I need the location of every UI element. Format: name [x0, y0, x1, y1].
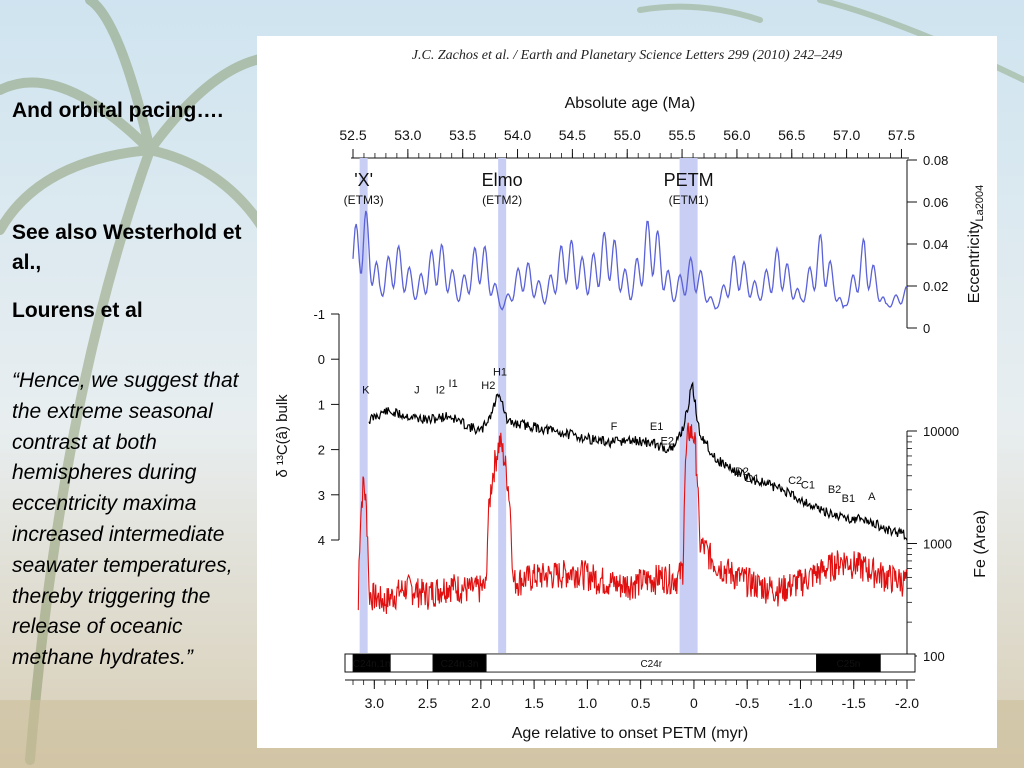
- peak-label: I1: [449, 378, 458, 390]
- peak-label: I2: [436, 385, 445, 397]
- event-label: Elmo: [482, 170, 523, 190]
- top-axis-tick-label: 54.0: [504, 127, 531, 143]
- d13c-tick-label: 4: [318, 533, 325, 548]
- peak-label: B2: [828, 484, 841, 496]
- peak-label: E1: [650, 421, 663, 433]
- top-axis-tick-label: 56.0: [723, 127, 750, 143]
- chron-label: C24n.1n: [353, 659, 391, 670]
- eccentricity-tick-label: 0.02: [923, 279, 948, 294]
- eccentricity-axis-label-sub: La2004: [974, 185, 986, 222]
- chron-label: C25n: [836, 659, 860, 670]
- peak-label: H2: [481, 380, 495, 392]
- event-label: 'X': [354, 170, 373, 190]
- top-axis-tick-label: 53.5: [449, 127, 476, 143]
- top-axis-tick-label: 55.0: [614, 127, 641, 143]
- bottom-axis-tick-label: 1.5: [524, 695, 544, 711]
- top-axis-tick-label: 57.0: [833, 127, 860, 143]
- series-eccentricity: [352, 210, 908, 311]
- peak-label: F: [611, 421, 618, 433]
- peak-label: C2: [788, 475, 802, 487]
- slide-heading: And orbital pacing….: [12, 99, 224, 122]
- series-d13c: [368, 381, 908, 541]
- event-sublabel: (ETM3): [344, 193, 384, 207]
- peak-label: D2: [735, 466, 749, 478]
- fe-tick-label: 100: [923, 649, 945, 664]
- eccentricity-tick-label: 0.04: [923, 237, 948, 252]
- chron-segment: [816, 653, 881, 673]
- event-sublabel: (ETM2): [482, 193, 522, 207]
- peak-label: K: [362, 385, 370, 397]
- top-axis-tick-label: 55.5: [668, 127, 695, 143]
- top-axis-tick-label: 54.5: [559, 127, 586, 143]
- event-sublabel: (ETM1): [669, 193, 709, 207]
- bottom-axis-tick-label: 0.5: [631, 695, 651, 711]
- fe-tick-label: 1000: [923, 537, 952, 552]
- peak-label: D1: [745, 473, 759, 485]
- d13c-tick-label: -1: [313, 307, 325, 322]
- figure-citation: J.C. Zachos et al. / Earth and Planetary…: [411, 48, 843, 63]
- eccentricity-tick-label: 0.08: [923, 153, 948, 168]
- bottom-axis-tick-label: 2.5: [418, 695, 438, 711]
- bottom-axis-tick-label: -1.5: [842, 695, 866, 711]
- bottom-axis-tick-label: -2.0: [895, 695, 919, 711]
- chron-label: C24n.3n: [441, 659, 479, 670]
- peak-label: J: [414, 385, 420, 397]
- eccentricity-tick-label: 0: [923, 321, 930, 336]
- bottom-axis-tick-label: 1.0: [578, 695, 598, 711]
- event-band: [498, 158, 507, 653]
- peak-label: H1: [493, 367, 507, 379]
- bottom-axis-tick-label: 0: [690, 695, 698, 711]
- quote-text: “Hence, we suggest that the extreme seas…: [12, 369, 239, 670]
- event-label: PETM: [664, 170, 714, 190]
- paleoclimate-chart: Absolute age (Ma) 52.5 53.0 53.5 54.0 54.5 55.…: [274, 95, 989, 742]
- peak-label: A: [868, 491, 876, 503]
- peak-label: E2: [661, 436, 674, 448]
- d13c-axis-label: δ ¹³C(â) bulk: [274, 394, 291, 478]
- chron-label: C24r: [640, 659, 662, 670]
- d13c-tick-label: 0: [318, 352, 325, 367]
- figure-panel: J.C. Zachos et al. / Earth and Planetary…: [257, 36, 997, 748]
- top-axis-label: Absolute age (Ma): [565, 95, 696, 112]
- bottom-axis-tick-label: -0.5: [735, 695, 759, 711]
- top-axis-tick-label: 57.5: [888, 127, 915, 143]
- series-fe: [357, 422, 908, 615]
- d13c-tick-label: 1: [318, 397, 325, 412]
- d13c-tick-label: 3: [318, 488, 325, 503]
- fe-axis-label: Fe (Area): [972, 510, 989, 578]
- event-band: [359, 158, 368, 653]
- fe-tick-label: 10000: [923, 424, 959, 439]
- bottom-axis-tick-label: -1.0: [788, 695, 812, 711]
- reference-lourens: Lourens et al: [12, 299, 143, 322]
- eccentricity-axis-label: EccentricityLa2004: [966, 185, 986, 304]
- bottom-axis-tick-label: 3.0: [365, 695, 385, 711]
- d13c-tick-label: 2: [318, 443, 325, 458]
- top-axis-tick-label: 52.5: [339, 127, 366, 143]
- chron-segment: [352, 653, 391, 673]
- reference-westerhold: See also Westerhold et al.,: [12, 221, 242, 274]
- bottom-axis-label: Age relative to onset PETM (myr): [512, 725, 749, 742]
- top-axis-tick-label: 53.0: [394, 127, 421, 143]
- eccentricity-tick-label: 0.06: [923, 195, 948, 210]
- peak-label: C1: [801, 480, 815, 492]
- top-axis-tick-label: 56.5: [778, 127, 805, 143]
- bottom-axis-tick-label: 2.0: [471, 695, 491, 711]
- peak-label: B1: [842, 493, 855, 505]
